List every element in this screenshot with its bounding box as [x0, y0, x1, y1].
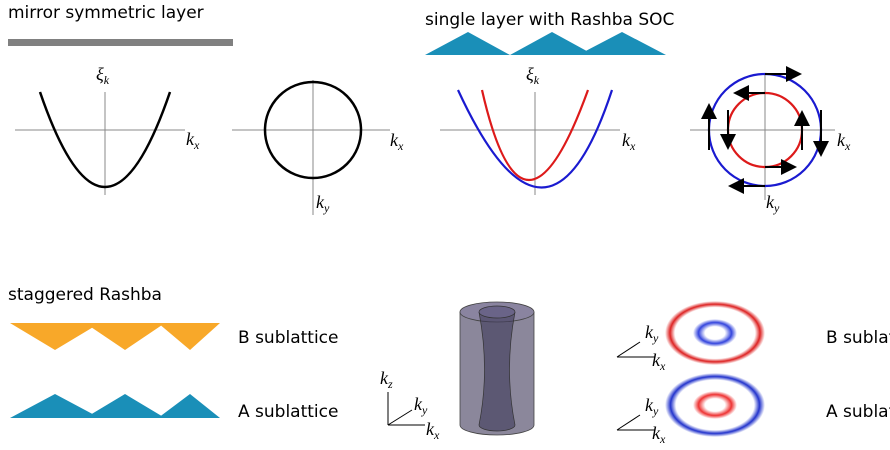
axis-label: ky	[645, 322, 659, 345]
rashba-layer	[425, 32, 666, 55]
axis-subscript: x	[659, 432, 666, 446]
axis-label: kx	[837, 130, 851, 153]
axis-subscript: y	[421, 403, 428, 417]
axis-subscript: z	[387, 377, 393, 391]
axis-label: ξk⃗	[96, 64, 118, 87]
rashba-fermi-plot	[690, 74, 835, 200]
sublattice-label: A sublattice	[826, 402, 890, 422]
axis-subscript: x	[433, 428, 440, 442]
axis-label: ky	[414, 394, 428, 417]
axis-subscript: y	[323, 201, 330, 215]
sublattice-label: A sublattice	[238, 402, 338, 422]
axis-subscript: y	[652, 404, 659, 418]
axis-label: ky	[766, 192, 780, 215]
axis-label: kx	[652, 350, 666, 373]
a-layer	[10, 394, 220, 418]
axis-subscript: x	[193, 138, 200, 152]
axis-label: kx	[390, 130, 404, 153]
axes-2d	[617, 342, 655, 430]
axis-label: ξk⃗	[526, 64, 548, 87]
axis-label: kz	[380, 368, 393, 391]
axis-subscript: x	[844, 139, 851, 153]
axis-label: ky	[316, 192, 330, 215]
axis-subscript: y	[652, 331, 659, 345]
heading: single layer with Rashba SOC	[425, 10, 674, 30]
b-layer	[10, 323, 220, 350]
axis-subscript: x	[397, 139, 404, 153]
axis-label: kx	[622, 130, 636, 153]
fermi-circle-plot	[232, 80, 390, 215]
axis-subscript: y	[773, 201, 780, 215]
sublattice-label: B sublattice	[826, 328, 890, 348]
axis-subscript: k⃗	[104, 73, 119, 87]
sublattice-label: B sublattice	[238, 328, 339, 348]
axis-subscript: x	[629, 139, 636, 153]
heading: mirror symmetric layer	[8, 3, 204, 23]
axis-label: ky	[645, 395, 659, 418]
axis-label: kx	[426, 419, 440, 442]
axis-subscript: k⃗	[534, 73, 549, 87]
dispersion-plot	[15, 92, 185, 195]
axis-label: kx	[652, 423, 666, 446]
figure: mirror symmetric layer single layer with…	[0, 0, 890, 450]
fermi-map-a	[665, 373, 765, 437]
axis-subscript: x	[659, 359, 666, 373]
layer-bar	[8, 39, 233, 46]
rashba-dispersion-plot	[440, 90, 620, 195]
fermi-map-b	[665, 301, 765, 365]
fermi-surface-3d	[460, 302, 534, 435]
axis-label: kx	[186, 129, 200, 152]
heading: staggered Rashba	[8, 285, 162, 305]
